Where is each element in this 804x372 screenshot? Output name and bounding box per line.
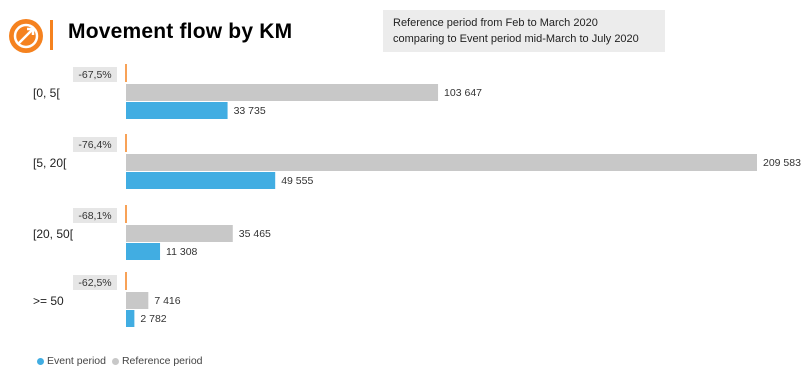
reference-bar [126, 292, 149, 309]
event-bar [126, 243, 161, 260]
legend-swatch-event [37, 357, 44, 365]
period-note-line-1: Reference period from Feb to March 2020 [393, 17, 598, 29]
event-bar [126, 172, 276, 189]
title-divider [50, 20, 53, 50]
legend-label-event: Event period [47, 355, 106, 367]
reference-value-label: 35 465 [239, 228, 271, 240]
reference-bar [126, 84, 439, 101]
legend-swatch-reference [111, 357, 119, 365]
legend: Event period Reference period [37, 354, 209, 368]
legend-label-reference: Reference period [121, 355, 203, 367]
reference-value-label: 7 416 [154, 295, 180, 307]
change-label: -62,5% [78, 277, 111, 289]
period-note: Reference period from Feb to March 2020 … [383, 10, 665, 52]
change-badge [73, 275, 117, 290]
legend-item-reference: Reference period [111, 355, 203, 367]
legend-item-event: Event period [37, 355, 106, 367]
category-label: [5, 20[ [33, 156, 67, 170]
category-label: [0, 5[ [33, 86, 60, 100]
period-note-line-2: comparing to Event period mid-March to J… [393, 33, 639, 45]
change-badge [73, 67, 117, 82]
reference-value-label: 103 647 [444, 87, 482, 99]
change-badge [73, 137, 117, 152]
change-badge [73, 208, 117, 223]
logo-icon [9, 19, 43, 53]
reference-bar [126, 225, 233, 242]
event-value-label: 11 308 [166, 246, 197, 258]
event-value-label: 33 735 [234, 105, 266, 117]
change-label: -67,5% [78, 69, 111, 81]
category-label: [20, 50[ [33, 227, 74, 241]
event-value-label: 2 782 [140, 313, 166, 325]
event-bar [126, 310, 135, 327]
category-label: >= 50 [33, 294, 64, 308]
reference-value-label: 209 583 [763, 157, 801, 169]
reference-bar [126, 154, 757, 171]
event-value-label: 49 555 [281, 175, 313, 187]
change-label: -68,1% [78, 210, 111, 222]
change-label: -76,4% [78, 139, 111, 151]
chart-title: Movement flow by KM [68, 20, 293, 43]
event-bar [126, 102, 228, 119]
